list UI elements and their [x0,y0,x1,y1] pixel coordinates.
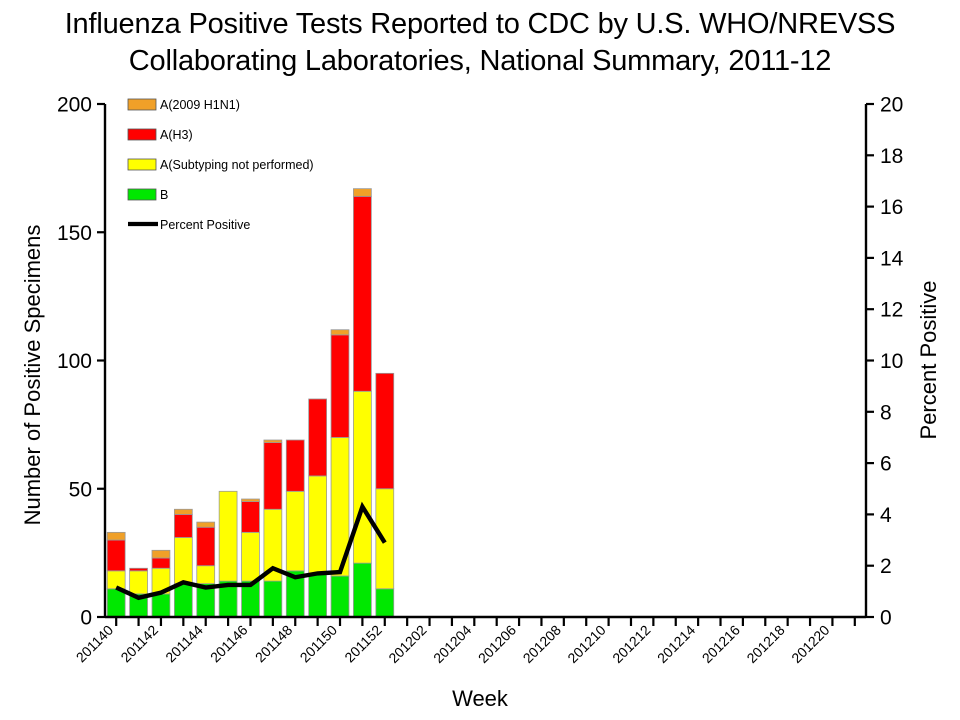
bar-segment [330,329,350,336]
legend-label: Percent Positive [160,218,250,232]
x-tick-label: 201150 [297,622,341,666]
right-tick-label: 10 [880,350,903,373]
bar-segment [151,557,171,569]
right-tick-label: 16 [880,196,903,219]
bar-segment [241,531,260,582]
x-tick-label: 201202 [385,622,429,666]
bar-segment [173,583,193,618]
x-tick-label: 201144 [162,622,206,666]
percent-positive-line [115,501,387,601]
legend-label: A(H3) [160,128,193,142]
x-axis-tick-labels: 201140 201142 201144 201146 201148 201150 2011… [73,622,833,666]
left-axis-ticks: 0 50 100 150 200 [57,94,105,630]
x-tick-label: 201220 [788,622,832,666]
right-tick-label: 18 [880,145,903,168]
bar-segment [173,514,193,538]
bar-segment [353,562,372,618]
bar-segment [241,498,260,502]
right-tick-label: 6 [880,453,892,476]
bars-group [106,188,395,618]
x-tick-label: 201218 [743,622,787,666]
y2-axis-label: Percent Positive [916,281,941,440]
x-tick-label: 201210 [564,622,608,666]
bar-segment [173,508,193,515]
x-tick-label: 201140 [73,622,117,666]
bar-segment [308,475,327,574]
bar-segment [129,570,148,595]
bar-segment [308,398,327,477]
x-tick-label: 201206 [475,622,519,666]
bar-segment [330,575,350,618]
bar-segment [106,570,126,590]
bar-segment [285,490,305,572]
right-tick-label: 8 [880,401,892,424]
right-tick-label: 0 [880,607,892,630]
bar-segment [353,390,372,564]
legend-label: A(2009 H1N1) [160,98,240,112]
x-tick-label: 201204 [430,622,474,666]
left-tick-label: 0 [80,607,92,630]
left-tick-label: 150 [57,222,92,245]
x-tick-label: 201152 [341,622,385,666]
right-tick-label: 20 [880,94,903,117]
bar-segment [308,572,327,618]
x-tick-label: 201216 [699,622,743,666]
bar-segment [151,593,171,618]
left-tick-label: 100 [57,350,92,373]
right-tick-label: 12 [880,299,903,322]
left-tick-label: 50 [69,478,92,501]
bar-segment [196,526,216,567]
left-tick-label: 200 [57,94,92,117]
right-axis-ticks: 0 2 4 6 8 10 12 14 16 18 20 [866,94,904,630]
bar-segment [218,490,238,582]
x-tick-label: 201148 [252,622,296,666]
bar-segment [106,588,126,618]
right-tick-label: 4 [880,504,892,527]
x-axis-label: Week [452,686,509,711]
bar-segment [263,442,283,510]
legend-swatch [127,188,157,201]
bar-segment [106,539,126,572]
bar-segment [196,521,216,528]
bar-segment [263,580,283,618]
chart-title: Influenza Positive Tests Reported to CDC… [0,6,960,80]
x-axis-ticks [115,617,856,626]
bar-segment [129,567,148,572]
legend-label: A(Subtyping not performed) [160,158,314,172]
bar-segment [196,565,216,585]
chart-legend: A(2009 H1N1) A(H3) A(Subtyping not perform… [127,98,314,232]
bar-segment [375,588,395,618]
right-tick-label: 2 [880,555,892,578]
right-tick-label: 14 [880,247,904,270]
legend-swatch [127,98,157,111]
legend-swatch [127,128,157,141]
bar-segment [330,334,350,438]
bar-segment [241,501,260,533]
chart-title-line-1: Influenza Positive Tests Reported to CDC… [64,8,896,40]
bar-segment [106,531,126,541]
y-axis-label: Number of Positive Specimens [20,225,45,526]
bar-segment [375,372,395,490]
bar-segment [353,188,372,197]
bar-segment [285,439,305,492]
legend-label: B [160,188,168,202]
bar-segment [151,549,171,559]
x-tick-label: 201142 [117,622,161,666]
bar-segment [173,537,193,585]
x-tick-label: 201146 [207,622,251,666]
chart-title-line-2: Collaborating Laboratories, National Sum… [128,45,832,77]
bar-segment [353,195,372,392]
x-tick-label: 201208 [520,622,564,666]
legend-swatch [127,158,157,171]
x-tick-label: 201214 [654,622,698,666]
bar-segment [263,439,283,443]
x-tick-label: 201212 [609,622,653,666]
